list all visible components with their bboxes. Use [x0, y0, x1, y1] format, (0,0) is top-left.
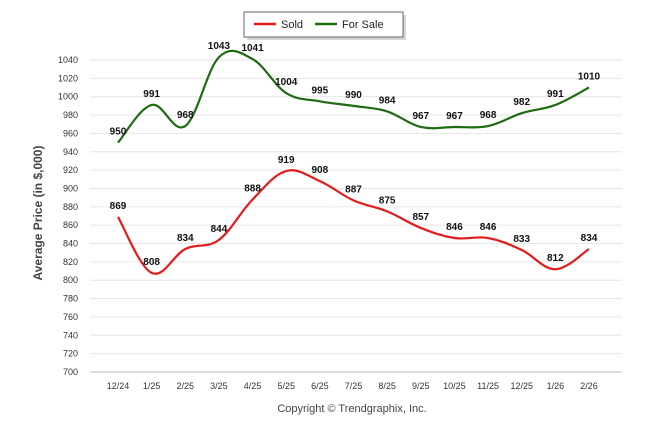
- x-axis-ticks: 12/24 1/25 2/25 3/25 4/25 5/25 6/25 7/25 8/25 9/2…: [107, 381, 598, 391]
- y-tick-label: 740: [63, 330, 78, 340]
- data-label-sold: 834: [177, 233, 194, 244]
- x-tick-label: 1/26: [547, 381, 565, 391]
- x-tick-label: 12/25: [510, 381, 533, 391]
- y-tick-label: 960: [63, 128, 78, 138]
- x-tick-label: 7/25: [345, 381, 363, 391]
- x-tick-label: 10/25: [443, 381, 466, 391]
- x-tick-label: 6/25: [311, 381, 329, 391]
- y-tick-label: 760: [63, 312, 78, 322]
- data-label-sold: 846: [446, 222, 463, 233]
- y-tick-label: 700: [63, 367, 78, 377]
- y-axis-ticks: 700 720 740 760 780 800 820 840 860 880 900 920 940 9…: [58, 55, 78, 377]
- data-label-sold: 888: [244, 183, 261, 194]
- data-label-sold: 834: [581, 233, 598, 244]
- data-label-sold: 887: [345, 184, 362, 195]
- legend-label-for-sale: For Sale: [342, 19, 384, 31]
- data-labels: 869 808 834 844 888 919 908 887 875 857 846 846 833 8…: [110, 41, 601, 268]
- data-label-for-sale: 995: [312, 85, 329, 96]
- y-tick-label: 780: [63, 294, 78, 304]
- grid-lines: [90, 59, 622, 373]
- data-label-sold: 857: [412, 212, 429, 223]
- x-tick-label: 12/24: [107, 381, 130, 391]
- data-label-for-sale: 968: [177, 110, 194, 121]
- y-tick-label: 860: [63, 220, 78, 230]
- y-axis-label: Average Price (in $,000): [31, 146, 45, 281]
- x-tick-label: 1/25: [143, 381, 161, 391]
- x-tick-label: 2/26: [580, 381, 598, 391]
- x-tick-label: 11/25: [477, 381, 499, 391]
- data-label-sold: 869: [110, 201, 127, 212]
- data-label-sold: 875: [379, 195, 396, 206]
- data-label-for-sale: 984: [379, 95, 396, 106]
- data-label-sold: 844: [211, 224, 228, 235]
- series-lines: [117, 49, 590, 275]
- y-tick-label: 940: [63, 147, 78, 157]
- data-label-for-sale: 1004: [275, 77, 298, 88]
- y-tick-label: 800: [63, 275, 78, 285]
- data-label-for-sale: 991: [143, 89, 160, 100]
- data-label-sold: 808: [143, 257, 160, 268]
- y-tick-label: 1000: [58, 92, 78, 102]
- y-tick-label: 720: [63, 349, 78, 359]
- x-tick-label: 3/25: [210, 381, 228, 391]
- x-tick-label: 5/25: [277, 381, 295, 391]
- data-label-sold: 919: [278, 155, 295, 166]
- legend[interactable]: Sold For Sale: [243, 11, 406, 40]
- data-label-for-sale: 968: [480, 110, 497, 121]
- y-tick-label: 1040: [58, 55, 78, 65]
- y-tick-label: 980: [63, 110, 78, 120]
- series-line-for-sale: [117, 49, 590, 144]
- data-label-for-sale: 950: [110, 127, 127, 138]
- legend-label-sold: Sold: [281, 19, 303, 31]
- y-tick-label: 820: [63, 257, 78, 267]
- data-label-for-sale: 1041: [241, 43, 264, 54]
- y-tick-label: 900: [63, 183, 78, 193]
- copyright-text: Copyright © Trendgraphix, Inc.: [277, 403, 426, 415]
- y-tick-label: 920: [63, 165, 78, 175]
- data-label-sold: 833: [513, 234, 530, 245]
- x-tick-label: 8/25: [378, 381, 396, 391]
- y-tick-label: 840: [63, 239, 78, 249]
- data-label-for-sale: 990: [345, 90, 362, 101]
- data-label-for-sale: 967: [412, 111, 429, 122]
- data-label-sold: 846: [480, 222, 497, 233]
- x-tick-label: 2/25: [177, 381, 195, 391]
- data-label-sold: 908: [312, 165, 329, 176]
- data-label-for-sale: 991: [547, 89, 564, 100]
- y-tick-label: 880: [63, 202, 78, 212]
- x-tick-label: 9/25: [412, 381, 430, 391]
- data-label-for-sale: 982: [513, 97, 530, 108]
- data-label-for-sale: 967: [446, 111, 463, 122]
- x-tick-label: 4/25: [244, 381, 262, 391]
- data-label-for-sale: 1043: [208, 41, 231, 52]
- data-label-sold: 812: [547, 253, 564, 264]
- y-tick-label: 1020: [58, 73, 78, 83]
- series-line-sold: [117, 169, 590, 275]
- data-label-for-sale: 1010: [578, 72, 601, 83]
